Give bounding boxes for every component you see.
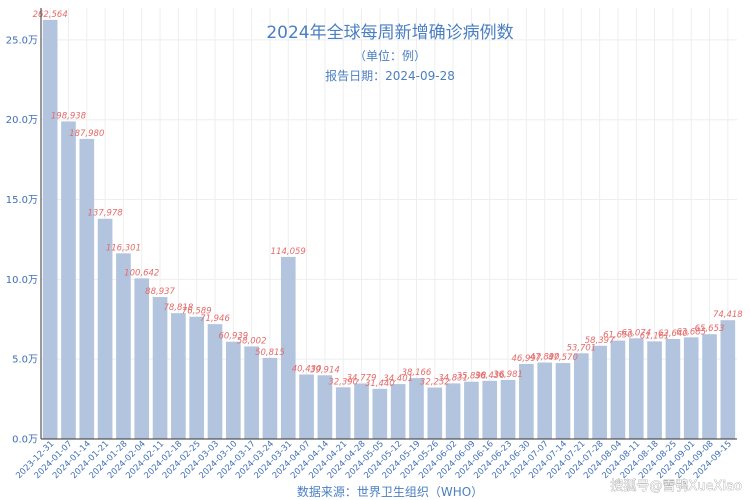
bar — [592, 345, 607, 439]
bar — [665, 339, 681, 439]
y-tick-labels: 0.0万 5.0万 10.0万 15.0万 20.0万 25.0万 — [6, 35, 38, 445]
bar — [171, 313, 186, 439]
bar — [702, 334, 717, 439]
bar — [79, 138, 95, 439]
data-label: 32,390 — [328, 377, 358, 387]
data-label: 32,232 — [420, 378, 450, 388]
y-tick-label: 20.0万 — [6, 115, 38, 126]
data-label: 53,701 — [566, 343, 596, 353]
bar — [372, 388, 388, 439]
data-label: 39,914 — [310, 365, 340, 375]
bar — [573, 353, 589, 439]
data-label: 76,589 — [182, 307, 212, 317]
bar — [152, 297, 168, 439]
data-label: 31,440 — [365, 379, 395, 389]
bar — [317, 375, 333, 439]
bar — [390, 384, 406, 439]
data-label: 47,890 — [530, 353, 560, 363]
bar — [189, 316, 205, 439]
bar — [482, 380, 498, 439]
bar — [464, 381, 479, 439]
bar — [519, 363, 534, 439]
data-label: 34,779 — [347, 373, 377, 383]
bar — [116, 253, 131, 439]
bar — [335, 387, 351, 439]
bar — [61, 121, 76, 439]
data-label: 100,642 — [124, 268, 159, 278]
data-label: 62,640 — [658, 329, 688, 339]
bar — [628, 338, 644, 439]
bar — [409, 378, 424, 439]
y-tick-label: 25.0万 — [6, 35, 38, 46]
data-label: 88,937 — [145, 287, 175, 297]
bar — [280, 256, 296, 439]
report-date: 报告日期：2024-09-28 — [325, 68, 455, 83]
value-label-layer: 262,564 198,938 187,980 137,978 116,301 100,6… — [33, 10, 744, 389]
data-label: 116,301 — [106, 243, 141, 253]
data-label: 63,074 — [621, 328, 651, 338]
data-label: 35,898 — [457, 372, 487, 382]
bar — [445, 383, 461, 439]
bar — [555, 363, 571, 439]
data-label: 61,650 — [603, 331, 633, 341]
data-label: 71,946 — [200, 314, 230, 324]
data-label: 187,980 — [69, 129, 104, 139]
data-label: 36,981 — [493, 370, 523, 380]
y-tick-label: 15.0万 — [6, 195, 38, 206]
data-label: 74,418 — [713, 310, 743, 320]
bar — [299, 374, 314, 439]
data-label: 38,166 — [402, 368, 432, 378]
data-label: 60,939 — [218, 332, 248, 342]
x-axis-label: 数据来源：世界卫生组织（WHO） — [297, 484, 483, 499]
bar-layer — [42, 19, 736, 440]
data-label: 47,570 — [548, 353, 578, 363]
bar — [427, 387, 443, 439]
chart-subtitle: （单位：例） — [354, 48, 426, 63]
chart-title: 2024年全球每周新增确诊病例数 — [266, 23, 513, 43]
bar — [97, 218, 113, 439]
y-tick-label: 10.0万 — [6, 275, 38, 286]
bar — [42, 19, 58, 440]
bar — [720, 320, 736, 439]
data-label: 50,815 — [255, 348, 285, 358]
bar — [537, 362, 553, 439]
data-label: 198,938 — [51, 111, 87, 121]
bar — [610, 340, 626, 439]
data-label: 58,002 — [237, 336, 267, 346]
bar — [244, 346, 259, 439]
bar — [207, 324, 223, 439]
y-tick-label: 5.0万 — [12, 355, 38, 366]
data-label: 46,997 — [511, 354, 541, 364]
data-label: 114,059 — [271, 247, 306, 257]
bar — [683, 337, 699, 439]
data-label: 34,831 — [438, 373, 468, 383]
data-label: 78,818 — [163, 303, 193, 313]
data-label: 40,430 — [292, 364, 322, 374]
bar — [262, 357, 278, 439]
data-label: 61,161 — [640, 331, 670, 341]
data-label: 262,564 — [33, 10, 68, 20]
data-label: 36,436 — [475, 371, 505, 381]
data-label: 137,978 — [88, 209, 124, 219]
bar — [647, 341, 662, 439]
watermark: 搜狐号@雪鸮XueXiao — [610, 478, 742, 494]
y-tick-label: 0.0万 — [12, 435, 38, 446]
bar — [354, 383, 369, 439]
data-label: 34,401 — [383, 374, 413, 384]
data-label: 58,397 — [585, 336, 615, 346]
bar — [134, 278, 150, 439]
x-tick-labels: 2023-12-312024-01-072024-01-142024-01-21… — [14, 439, 734, 481]
bar — [225, 341, 241, 439]
data-label: 63,685 — [676, 327, 706, 337]
data-label: 65,653 — [695, 324, 725, 334]
bar — [500, 379, 516, 439]
